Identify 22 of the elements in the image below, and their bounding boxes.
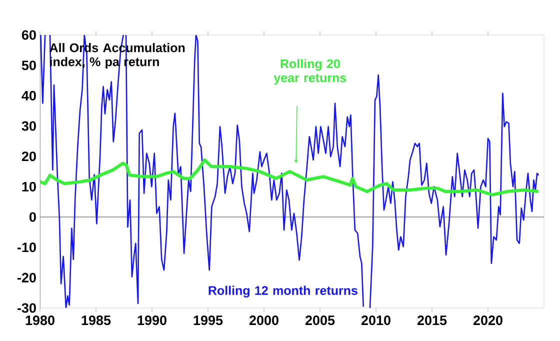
- y-tick-label: 40: [22, 90, 36, 100]
- y-tick-label: 50: [22, 60, 36, 70]
- line-series: [40, 158, 540, 196]
- x-tick-label: 1990: [138, 316, 166, 326]
- y-tick-label: 60: [22, 30, 36, 40]
- x-tick-label: 2000: [249, 316, 278, 326]
- y-tick-label: 20: [22, 152, 36, 162]
- y-tick-label: -30: [18, 303, 36, 313]
- y-tick-label: 10: [22, 182, 36, 192]
- y-tick-label: -10: [18, 242, 36, 252]
- x-tick-label: 1985: [82, 316, 111, 326]
- y-tick-label: -20: [18, 272, 36, 282]
- text: Rolling 20 year returns: [274, 59, 346, 85]
- y-tick-label: 30: [22, 121, 36, 131]
- x-tick-label: 1980: [26, 316, 54, 326]
- x-tick-label: 1995: [194, 316, 223, 326]
- x-tick-label: 2010: [361, 316, 390, 326]
- x-tick-label: 2015: [417, 316, 447, 326]
- series-label: Rolling 12 month returns: [208, 286, 358, 298]
- y-tick-label: 0: [30, 212, 36, 222]
- x-tick-label: 2005: [305, 316, 335, 326]
- x-tick-label: 2020: [473, 316, 502, 326]
